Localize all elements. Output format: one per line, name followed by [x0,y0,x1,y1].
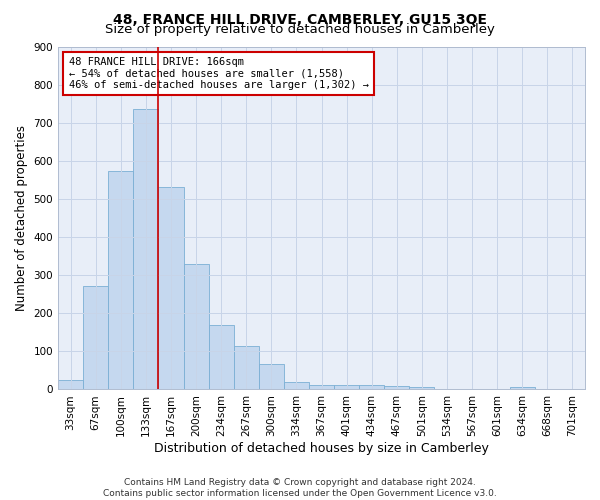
Bar [384,386,409,390]
Bar [108,172,133,390]
Bar [259,364,284,390]
Text: Contains HM Land Registry data © Crown copyright and database right 2024.
Contai: Contains HM Land Registry data © Crown c… [103,478,497,498]
Bar [58,380,83,390]
Bar [158,188,184,390]
Bar [133,110,158,390]
Bar [209,324,233,390]
Bar [510,387,535,390]
Bar [309,384,334,390]
Bar [184,264,209,390]
Text: Size of property relative to detached houses in Camberley: Size of property relative to detached ho… [105,22,495,36]
Bar [334,385,359,390]
Text: 48, FRANCE HILL DRIVE, CAMBERLEY, GU15 3QE: 48, FRANCE HILL DRIVE, CAMBERLEY, GU15 3… [113,12,487,26]
Bar [284,382,309,390]
Text: 48 FRANCE HILL DRIVE: 166sqm
← 54% of detached houses are smaller (1,558)
46% of: 48 FRANCE HILL DRIVE: 166sqm ← 54% of de… [68,57,368,90]
Bar [233,346,259,390]
Bar [359,385,384,390]
Bar [409,387,434,390]
Bar [83,286,108,390]
Y-axis label: Number of detached properties: Number of detached properties [15,125,28,311]
X-axis label: Distribution of detached houses by size in Camberley: Distribution of detached houses by size … [154,442,489,455]
